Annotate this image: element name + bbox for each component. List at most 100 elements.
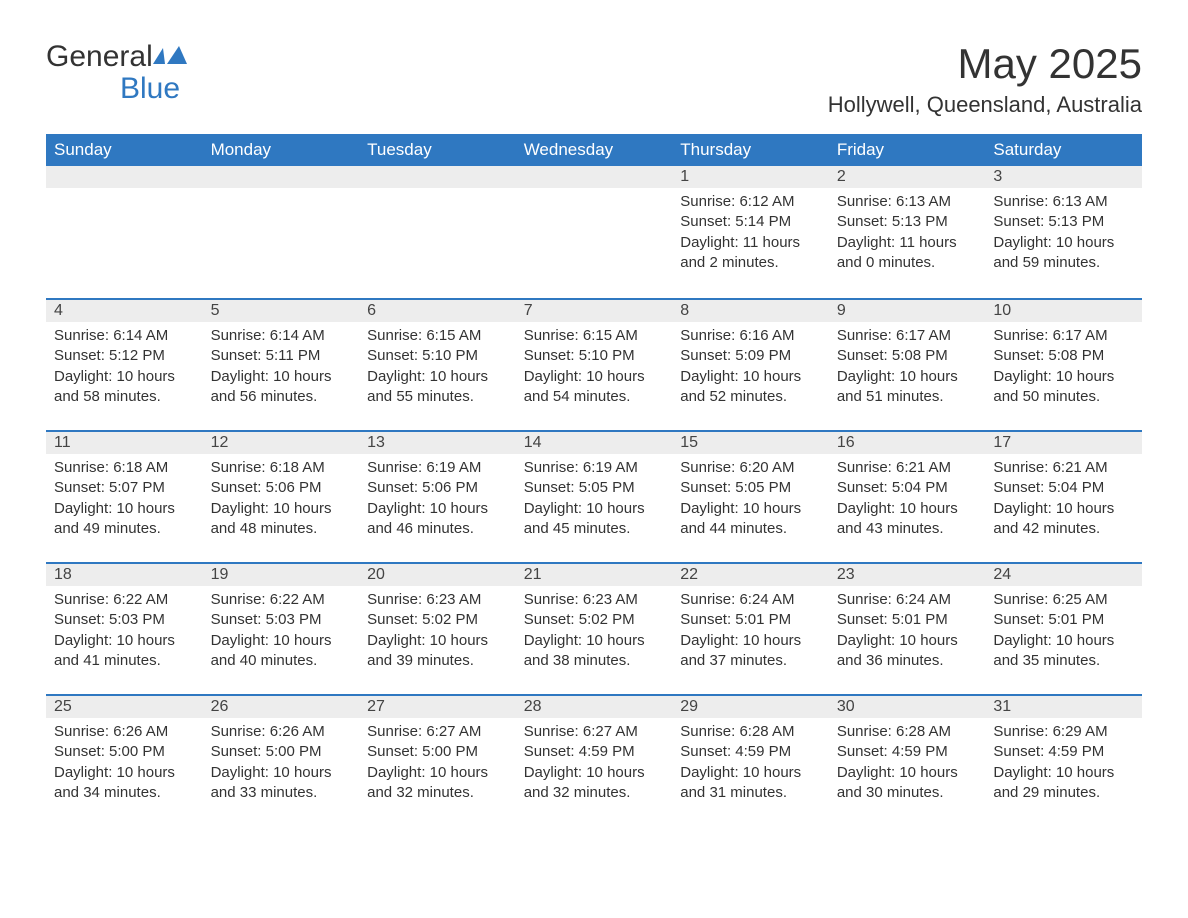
day-details: Sunrise: 6:27 AMSunset: 4:59 PMDaylight:… — [516, 718, 673, 811]
day-number: 16 — [829, 430, 986, 454]
day-number: 26 — [203, 694, 360, 718]
day-number: 2 — [829, 166, 986, 188]
day-number: 9 — [829, 298, 986, 322]
calendar-header-row: SundayMondayTuesdayWednesdayThursdayFrid… — [46, 134, 1142, 166]
calendar-day-cell: 9Sunrise: 6:17 AMSunset: 5:08 PMDaylight… — [829, 298, 986, 430]
daylight-text: Daylight: 10 hours and 52 minutes. — [680, 367, 821, 408]
calendar-day-cell: 30Sunrise: 6:28 AMSunset: 4:59 PMDayligh… — [829, 694, 986, 826]
sunset-text: Sunset: 5:07 PM — [54, 478, 195, 498]
day-details: Sunrise: 6:21 AMSunset: 5:04 PMDaylight:… — [985, 454, 1142, 547]
day-details: Sunrise: 6:15 AMSunset: 5:10 PMDaylight:… — [516, 322, 673, 415]
weekday-header: Friday — [829, 134, 986, 166]
day-details: Sunrise: 6:23 AMSunset: 5:02 PMDaylight:… — [516, 586, 673, 679]
day-details: Sunrise: 6:29 AMSunset: 4:59 PMDaylight:… — [985, 718, 1142, 811]
day-number: 5 — [203, 298, 360, 322]
sunset-text: Sunset: 5:01 PM — [993, 610, 1134, 630]
daylight-text: Daylight: 10 hours and 50 minutes. — [993, 367, 1134, 408]
sunrise-text: Sunrise: 6:17 AM — [993, 326, 1134, 346]
day-details: Sunrise: 6:27 AMSunset: 5:00 PMDaylight:… — [359, 718, 516, 811]
sunset-text: Sunset: 5:08 PM — [837, 346, 978, 366]
day-number: 27 — [359, 694, 516, 718]
daylight-text: Daylight: 10 hours and 32 minutes. — [524, 763, 665, 804]
day-details: Sunrise: 6:22 AMSunset: 5:03 PMDaylight:… — [46, 586, 203, 679]
sunrise-text: Sunrise: 6:22 AM — [54, 590, 195, 610]
day-details: Sunrise: 6:25 AMSunset: 5:01 PMDaylight:… — [985, 586, 1142, 679]
sunset-text: Sunset: 5:00 PM — [211, 742, 352, 762]
calendar-day-cell: 29Sunrise: 6:28 AMSunset: 4:59 PMDayligh… — [672, 694, 829, 826]
day-details: Sunrise: 6:18 AMSunset: 5:06 PMDaylight:… — [203, 454, 360, 547]
daylight-text: Daylight: 10 hours and 31 minutes. — [680, 763, 821, 804]
sunrise-text: Sunrise: 6:15 AM — [367, 326, 508, 346]
weekday-header: Wednesday — [516, 134, 673, 166]
day-number: 14 — [516, 430, 673, 454]
day-number — [516, 166, 673, 188]
calendar-day-cell: 18Sunrise: 6:22 AMSunset: 5:03 PMDayligh… — [46, 562, 203, 694]
calendar-day-cell: 21Sunrise: 6:23 AMSunset: 5:02 PMDayligh… — [516, 562, 673, 694]
sunrise-text: Sunrise: 6:19 AM — [524, 458, 665, 478]
sunrise-text: Sunrise: 6:25 AM — [993, 590, 1134, 610]
day-details: Sunrise: 6:23 AMSunset: 5:02 PMDaylight:… — [359, 586, 516, 679]
daylight-text: Daylight: 10 hours and 49 minutes. — [54, 499, 195, 540]
daylight-text: Daylight: 10 hours and 33 minutes. — [211, 763, 352, 804]
calendar-week-row: 4Sunrise: 6:14 AMSunset: 5:12 PMDaylight… — [46, 298, 1142, 430]
daylight-text: Daylight: 10 hours and 30 minutes. — [837, 763, 978, 804]
sunset-text: Sunset: 4:59 PM — [680, 742, 821, 762]
day-details: Sunrise: 6:14 AMSunset: 5:11 PMDaylight:… — [203, 322, 360, 415]
sunset-text: Sunset: 4:59 PM — [524, 742, 665, 762]
sunrise-text: Sunrise: 6:28 AM — [837, 722, 978, 742]
calendar-day-cell: 23Sunrise: 6:24 AMSunset: 5:01 PMDayligh… — [829, 562, 986, 694]
day-number: 23 — [829, 562, 986, 586]
calendar-day-cell: 12Sunrise: 6:18 AMSunset: 5:06 PMDayligh… — [203, 430, 360, 562]
calendar-day-cell: 17Sunrise: 6:21 AMSunset: 5:04 PMDayligh… — [985, 430, 1142, 562]
calendar-day-cell: 20Sunrise: 6:23 AMSunset: 5:02 PMDayligh… — [359, 562, 516, 694]
day-number: 1 — [672, 166, 829, 188]
day-number: 30 — [829, 694, 986, 718]
day-details: Sunrise: 6:16 AMSunset: 5:09 PMDaylight:… — [672, 322, 829, 415]
calendar-day-cell: 26Sunrise: 6:26 AMSunset: 5:00 PMDayligh… — [203, 694, 360, 826]
calendar-day-cell: 22Sunrise: 6:24 AMSunset: 5:01 PMDayligh… — [672, 562, 829, 694]
calendar-week-row: 18Sunrise: 6:22 AMSunset: 5:03 PMDayligh… — [46, 562, 1142, 694]
calendar-day-cell: 19Sunrise: 6:22 AMSunset: 5:03 PMDayligh… — [203, 562, 360, 694]
sunset-text: Sunset: 5:14 PM — [680, 212, 821, 232]
sunrise-text: Sunrise: 6:28 AM — [680, 722, 821, 742]
day-details: Sunrise: 6:26 AMSunset: 5:00 PMDaylight:… — [46, 718, 203, 811]
calendar-day-cell: 8Sunrise: 6:16 AMSunset: 5:09 PMDaylight… — [672, 298, 829, 430]
daylight-text: Daylight: 10 hours and 44 minutes. — [680, 499, 821, 540]
day-number: 21 — [516, 562, 673, 586]
calendar-day-cell: 25Sunrise: 6:26 AMSunset: 5:00 PMDayligh… — [46, 694, 203, 826]
weekday-header: Thursday — [672, 134, 829, 166]
sunrise-text: Sunrise: 6:29 AM — [993, 722, 1134, 742]
sunset-text: Sunset: 5:04 PM — [837, 478, 978, 498]
daylight-text: Daylight: 10 hours and 43 minutes. — [837, 499, 978, 540]
calendar-day-cell: 13Sunrise: 6:19 AMSunset: 5:06 PMDayligh… — [359, 430, 516, 562]
sunrise-text: Sunrise: 6:23 AM — [524, 590, 665, 610]
daylight-text: Daylight: 10 hours and 34 minutes. — [54, 763, 195, 804]
sunrise-text: Sunrise: 6:21 AM — [837, 458, 978, 478]
weekday-header: Monday — [203, 134, 360, 166]
day-number: 4 — [46, 298, 203, 322]
daylight-text: Daylight: 10 hours and 29 minutes. — [993, 763, 1134, 804]
sunset-text: Sunset: 5:09 PM — [680, 346, 821, 366]
sunset-text: Sunset: 5:03 PM — [211, 610, 352, 630]
day-details: Sunrise: 6:24 AMSunset: 5:01 PMDaylight:… — [672, 586, 829, 679]
sunrise-text: Sunrise: 6:18 AM — [211, 458, 352, 478]
day-details: Sunrise: 6:28 AMSunset: 4:59 PMDaylight:… — [829, 718, 986, 811]
sunrise-text: Sunrise: 6:26 AM — [54, 722, 195, 742]
day-details: Sunrise: 6:17 AMSunset: 5:08 PMDaylight:… — [829, 322, 986, 415]
sunset-text: Sunset: 5:11 PM — [211, 346, 352, 366]
day-number: 8 — [672, 298, 829, 322]
daylight-text: Daylight: 10 hours and 48 minutes. — [211, 499, 352, 540]
sunset-text: Sunset: 5:06 PM — [211, 478, 352, 498]
daylight-text: Daylight: 11 hours and 0 minutes. — [837, 233, 978, 274]
sunrise-text: Sunrise: 6:15 AM — [524, 326, 665, 346]
calendar-empty-cell — [203, 166, 360, 298]
weekday-header: Tuesday — [359, 134, 516, 166]
sunset-text: Sunset: 4:59 PM — [993, 742, 1134, 762]
sunset-text: Sunset: 5:13 PM — [993, 212, 1134, 232]
day-details: Sunrise: 6:19 AMSunset: 5:05 PMDaylight:… — [516, 454, 673, 547]
calendar-day-cell: 28Sunrise: 6:27 AMSunset: 4:59 PMDayligh… — [516, 694, 673, 826]
calendar-week-row: 11Sunrise: 6:18 AMSunset: 5:07 PMDayligh… — [46, 430, 1142, 562]
sunrise-text: Sunrise: 6:20 AM — [680, 458, 821, 478]
sunrise-text: Sunrise: 6:16 AM — [680, 326, 821, 346]
day-number: 28 — [516, 694, 673, 718]
